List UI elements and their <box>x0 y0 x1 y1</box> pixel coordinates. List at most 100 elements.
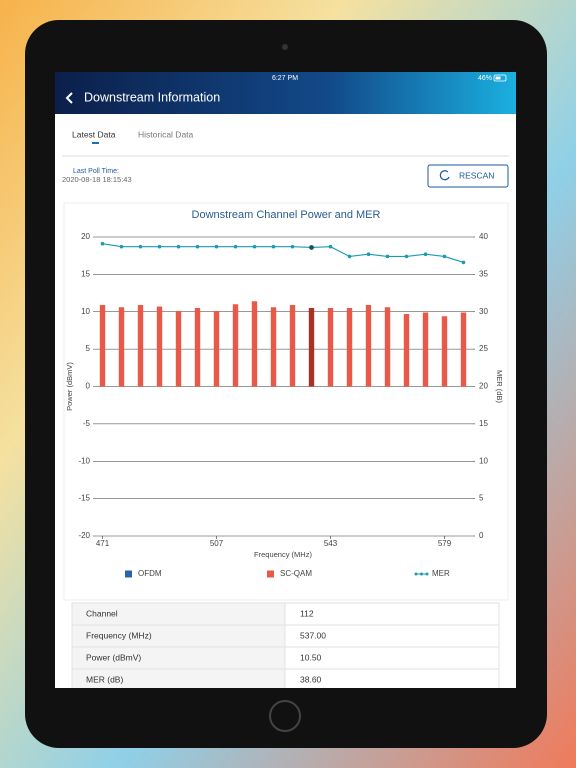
back-button[interactable] <box>65 92 73 104</box>
y2-tick-label: 5 <box>479 494 484 503</box>
bar <box>175 311 182 387</box>
bar <box>270 307 277 387</box>
table-value-cell <box>284 668 500 688</box>
line-point <box>366 252 371 256</box>
header-bar <box>55 72 516 114</box>
bar <box>99 305 106 387</box>
legend-symbol <box>125 570 132 578</box>
table-label: Channel <box>86 608 118 618</box>
bar <box>137 305 144 387</box>
bar <box>118 307 125 387</box>
y2-tick-label: 35 <box>479 269 488 278</box>
chart-title: Downstream Channel Power and MER <box>192 209 381 221</box>
y-tick-label: 10 <box>81 307 90 316</box>
y2-tick-label: 0 <box>479 531 484 540</box>
table-value-cell <box>284 602 500 626</box>
line-point <box>138 244 143 249</box>
line-point <box>442 254 447 259</box>
line-point <box>252 244 257 249</box>
line <box>102 243 464 263</box>
poll-label: Last Poll Time: <box>73 168 119 175</box>
line-point <box>385 254 390 259</box>
line-point <box>290 244 295 249</box>
line-point <box>328 244 333 249</box>
y2-tick-label: 40 <box>479 232 488 241</box>
table-value: 537.00 <box>300 630 326 640</box>
legend-symbol <box>425 572 429 576</box>
tab[interactable]: Historical Data <box>138 129 194 139</box>
table-label: MER (dB) <box>86 674 123 684</box>
x-tick-label: 543 <box>324 539 338 548</box>
bar <box>308 308 315 387</box>
bar <box>194 308 201 387</box>
line-point <box>195 244 200 249</box>
y-tick-label: 15 <box>81 269 90 278</box>
line-point <box>309 245 314 250</box>
camera <box>282 44 288 50</box>
y-tick-label: 20 <box>81 232 90 241</box>
y-tick-label: -10 <box>78 456 90 465</box>
bar <box>441 316 448 387</box>
battery-icon <box>493 74 507 82</box>
rescan-icon <box>439 170 450 181</box>
y2-tick-label: 20 <box>479 382 488 391</box>
bar <box>346 308 353 387</box>
bar <box>327 308 334 387</box>
home-button[interactable] <box>269 700 301 732</box>
line-point <box>404 254 409 259</box>
bar <box>289 305 296 387</box>
table-value: 112 <box>300 608 314 618</box>
table-value: 38.60 <box>300 674 322 684</box>
y-tick-label: -20 <box>78 531 90 540</box>
line-point <box>461 260 466 265</box>
line-point <box>347 254 352 259</box>
y2-tick-label: 15 <box>479 419 488 428</box>
y2-tick-label: 30 <box>479 307 488 316</box>
line-point <box>100 241 105 246</box>
legend-label: MER <box>432 569 450 578</box>
bar <box>384 307 391 387</box>
table: Channel 112 Frequency (MHz) 537.00 Power (dB… <box>71 602 500 688</box>
bar <box>156 306 163 387</box>
line-point <box>423 252 428 256</box>
line-point <box>233 244 238 249</box>
y-tick-label: 5 <box>86 344 91 353</box>
line-point <box>271 244 276 249</box>
x-axis-title: Frequency (MHz) <box>254 550 312 559</box>
y2-axis-title: MER (dB) <box>495 370 504 403</box>
tab[interactable]: Latest Data <box>72 129 116 139</box>
y-tick-label: 0 <box>86 382 91 391</box>
bar <box>213 311 220 387</box>
y-tick-label: -15 <box>78 494 90 503</box>
y2-tick-label: 25 <box>479 344 488 353</box>
chart-card <box>63 202 509 601</box>
legend-symbol <box>420 572 423 576</box>
legend-label: OFDM <box>138 569 162 578</box>
battery-level <box>495 76 501 80</box>
bar <box>403 313 410 387</box>
rescan-label: RESCAN <box>459 170 494 180</box>
legend-symbol <box>414 572 418 576</box>
line-point <box>157 244 162 249</box>
bar <box>232 304 239 387</box>
line-point <box>119 244 124 249</box>
bar <box>365 305 372 387</box>
bar <box>251 301 258 387</box>
line-point <box>176 244 181 249</box>
bar <box>460 312 467 387</box>
line-point <box>214 244 219 249</box>
status-battery: 46% <box>478 75 492 82</box>
legend-symbol <box>267 570 274 578</box>
rescan-button[interactable] <box>427 164 509 188</box>
poll-time: 2020-08-18 18:15:43 <box>62 175 132 184</box>
table-label: Power (dBmV) <box>86 652 141 662</box>
x-tick-label: 579 <box>438 539 452 548</box>
tab-indicator <box>92 142 99 144</box>
bar <box>422 312 429 387</box>
chart: Downstream Channel Power and MER -20 -15 -1… <box>65 209 504 578</box>
table-label: Frequency (MHz) <box>86 630 152 640</box>
table-value: 10.50 <box>300 652 322 662</box>
x-tick-label: 507 <box>210 539 224 548</box>
